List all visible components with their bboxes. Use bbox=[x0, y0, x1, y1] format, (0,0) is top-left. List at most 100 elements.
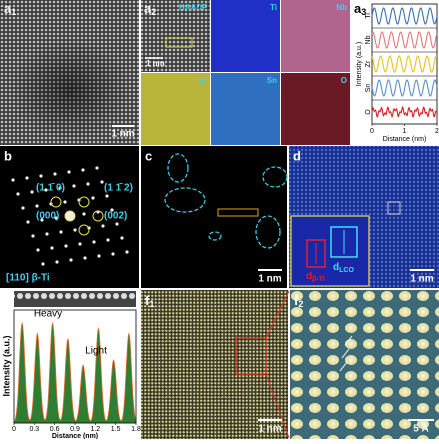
spot bbox=[125, 250, 129, 254]
scale-label: 1 nm bbox=[111, 129, 134, 140]
zoom-line bbox=[265, 290, 290, 339]
spot bbox=[55, 260, 59, 264]
map-o bbox=[281, 73, 350, 145]
spot-label: (002) bbox=[104, 211, 127, 222]
roi-box bbox=[165, 37, 193, 48]
spot bbox=[63, 200, 67, 204]
spot bbox=[21, 206, 25, 210]
x-tick-label: 0.3 bbox=[29, 426, 39, 433]
x-axis-label: Distance (nm) bbox=[383, 136, 427, 143]
panel-label: c bbox=[145, 148, 152, 163]
spot bbox=[54, 216, 58, 220]
panel-label: a1 bbox=[4, 1, 16, 17]
marker bbox=[50, 196, 62, 208]
cluster bbox=[164, 187, 206, 213]
spot-label: (000) bbox=[36, 211, 59, 222]
x-tick-label: 1 bbox=[403, 128, 407, 135]
spot bbox=[86, 182, 90, 186]
series-label: Nb bbox=[365, 35, 372, 44]
map-haadf bbox=[141, 0, 210, 72]
spot bbox=[59, 230, 63, 234]
spot bbox=[11, 178, 15, 182]
profile bbox=[371, 55, 438, 73]
series-label: Zr bbox=[365, 60, 372, 67]
a3-plot: a3 bbox=[354, 1, 366, 17]
spot bbox=[83, 256, 87, 260]
arrows bbox=[339, 335, 353, 372]
f1-image bbox=[141, 290, 288, 439]
marker bbox=[64, 210, 76, 222]
diffraction-spots bbox=[11, 166, 129, 266]
arrow bbox=[344, 335, 353, 346]
panel-label: f2 bbox=[294, 293, 303, 309]
cluster bbox=[262, 166, 288, 188]
panel-label: b bbox=[4, 148, 12, 163]
spot-label: (1 1̄ 0) bbox=[36, 183, 65, 194]
roi-box bbox=[217, 208, 259, 217]
arrow bbox=[339, 361, 348, 372]
zone-axis: [110] β-Ti bbox=[6, 273, 50, 284]
map-label: O bbox=[341, 76, 347, 85]
spot bbox=[58, 186, 62, 190]
cluster bbox=[208, 231, 222, 241]
spot bbox=[72, 184, 76, 188]
map-label: HAADF bbox=[179, 3, 207, 12]
annotation: Light bbox=[85, 346, 107, 357]
spot bbox=[120, 236, 124, 240]
spot bbox=[78, 242, 82, 246]
roi-box bbox=[387, 201, 401, 215]
annotation: Heavy bbox=[34, 309, 62, 320]
spot bbox=[26, 220, 30, 224]
series-label: O bbox=[365, 109, 372, 115]
cell-beta bbox=[306, 239, 326, 268]
spot bbox=[105, 194, 109, 198]
x-tick-label: 0 bbox=[370, 128, 374, 135]
x-tick-label: 0 bbox=[12, 426, 16, 433]
spot bbox=[110, 208, 114, 212]
spot bbox=[91, 196, 95, 200]
scale-label: 1 nm bbox=[410, 274, 433, 285]
y-axis-label: Intensity (a.u.) bbox=[356, 42, 363, 86]
spot-label: (1 1̄ 2) bbox=[104, 183, 133, 194]
spot bbox=[25, 176, 29, 180]
y-axis-label: Intensity (a.u.) bbox=[1, 335, 11, 396]
spot bbox=[53, 172, 57, 176]
map-label: Nb bbox=[336, 3, 347, 12]
panel-label: e bbox=[3, 291, 10, 306]
spot bbox=[106, 238, 110, 242]
spot bbox=[39, 174, 43, 178]
cell-lco bbox=[330, 226, 358, 258]
spot bbox=[115, 222, 119, 226]
profile bbox=[371, 106, 438, 118]
spot bbox=[69, 258, 73, 262]
panel-label: f1 bbox=[145, 293, 154, 309]
x-tick-label: 0.6 bbox=[50, 426, 60, 433]
x-tick-label: 1.8 bbox=[131, 426, 141, 433]
panel-label: d bbox=[293, 148, 301, 163]
spot bbox=[67, 170, 71, 174]
spot bbox=[31, 234, 35, 238]
spot bbox=[100, 180, 104, 184]
a1-shade bbox=[10, 40, 130, 140]
spot bbox=[73, 228, 77, 232]
spot bbox=[30, 190, 34, 194]
spot bbox=[92, 240, 96, 244]
spot bbox=[50, 246, 54, 250]
map-label: Sn bbox=[267, 76, 277, 85]
panel-label: a2 bbox=[144, 1, 156, 17]
spot bbox=[82, 212, 86, 216]
spot bbox=[101, 224, 105, 228]
spot bbox=[41, 262, 45, 266]
panel-label: a3 bbox=[354, 1, 366, 17]
spot bbox=[111, 252, 115, 256]
profile bbox=[371, 31, 438, 49]
spot bbox=[36, 248, 40, 252]
x-tick-label: 1.2 bbox=[90, 426, 100, 433]
scale-label: 1 nm bbox=[146, 59, 165, 68]
spot bbox=[44, 188, 48, 192]
map-label: Ti bbox=[270, 3, 277, 12]
scale-label: 1 nm bbox=[258, 274, 281, 285]
x-tick-label: 2 bbox=[435, 128, 439, 135]
map-nb bbox=[281, 0, 350, 72]
